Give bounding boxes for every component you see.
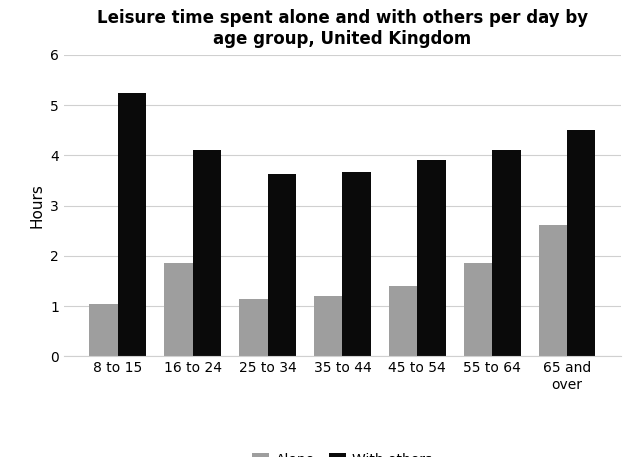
- Title: Leisure time spent alone and with others per day by
age group, United Kingdom: Leisure time spent alone and with others…: [97, 9, 588, 48]
- Bar: [342, 172, 371, 356]
- Bar: [314, 296, 342, 356]
- Bar: [90, 304, 118, 356]
- Bar: [118, 93, 146, 356]
- Legend: Alone, With others: Alone, With others: [246, 448, 438, 457]
- Bar: [239, 299, 268, 356]
- Bar: [539, 225, 567, 356]
- Bar: [193, 150, 221, 356]
- Bar: [464, 263, 492, 356]
- Y-axis label: Hours: Hours: [29, 183, 45, 228]
- Bar: [268, 175, 296, 356]
- Bar: [417, 160, 445, 356]
- Bar: [567, 130, 595, 356]
- Bar: [164, 263, 193, 356]
- Bar: [389, 286, 417, 356]
- Bar: [492, 150, 520, 356]
